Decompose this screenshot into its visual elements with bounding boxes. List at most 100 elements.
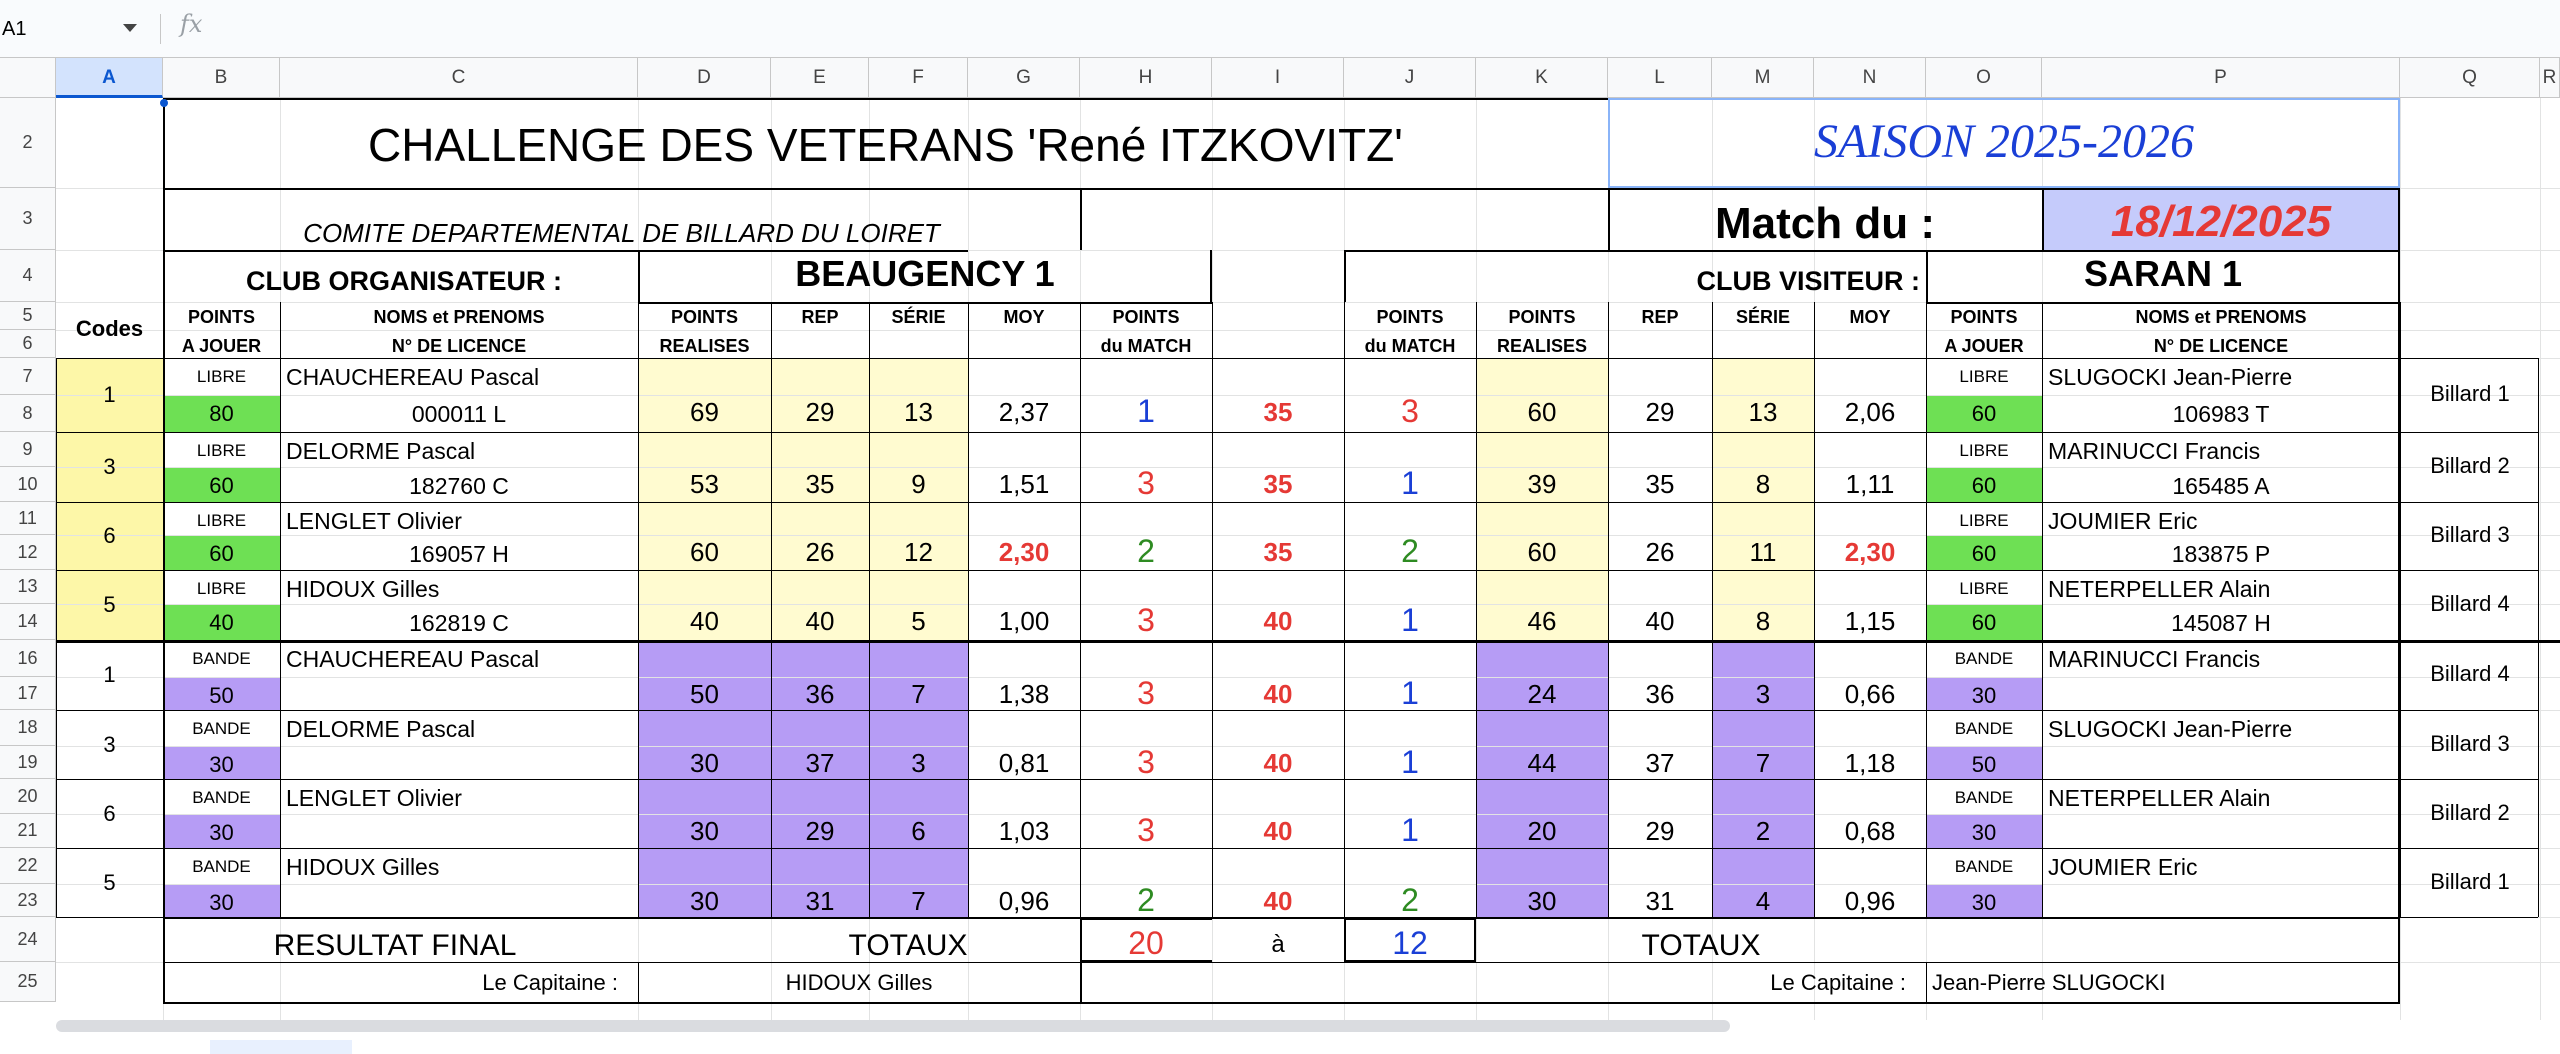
selection-handle[interactable]	[160, 99, 168, 107]
away-points: 20	[1527, 816, 1557, 846]
column-header-m[interactable]: M	[1712, 58, 1814, 98]
home-serie: 7	[911, 886, 926, 916]
cell-fill	[638, 848, 771, 917]
row-header-3[interactable]: 3	[0, 188, 56, 250]
formula-bar-divider	[160, 14, 161, 44]
column-header-g[interactable]: G	[968, 58, 1080, 98]
away-target: 30	[1971, 820, 1997, 845]
column-heading: N° DE LICENCE	[391, 336, 527, 356]
select-all-corner[interactable]	[0, 58, 56, 98]
row-header-24[interactable]: 24	[0, 917, 56, 962]
column-heading: REP	[1641, 307, 1679, 327]
row-header-4[interactable]: 4	[0, 250, 56, 302]
row-header-25[interactable]: 25	[0, 962, 56, 1002]
row-header-17[interactable]: 17	[0, 677, 56, 710]
column-header-r[interactable]: R	[2540, 58, 2560, 98]
away-target: 50	[1971, 752, 1997, 777]
column-heading: SÉRIE	[1735, 307, 1791, 327]
row-header-9[interactable]: 9	[0, 432, 56, 467]
away-rep: 35	[1645, 469, 1675, 499]
home-moy: 2,37	[998, 397, 1050, 427]
column-header-a[interactable]: A	[56, 58, 163, 98]
home-rep: 29	[805, 816, 835, 846]
row-header-12[interactable]: 12	[0, 535, 56, 570]
row-header-22[interactable]: 22	[0, 848, 56, 884]
column-header-h[interactable]: H	[1080, 58, 1212, 98]
row-header-7[interactable]: 7	[0, 358, 56, 395]
column-header-q[interactable]: Q	[2400, 58, 2540, 98]
target-fill	[163, 814, 280, 848]
row-header-13[interactable]: 13	[0, 570, 56, 604]
cell-fill	[1476, 640, 1608, 710]
cell-fill	[1712, 640, 1814, 710]
row-header-18[interactable]: 18	[0, 710, 56, 746]
column-header-o[interactable]: O	[1926, 58, 2042, 98]
away-rep: 36	[1645, 679, 1675, 709]
committee-label: COMITE DEPARTEMENTAL DE BILLARD DU LOIRE…	[303, 218, 940, 248]
mode-label: LIBRE	[1959, 511, 2009, 530]
home-rep: 37	[805, 748, 835, 778]
home-points: 30	[690, 816, 719, 846]
row-header-19[interactable]: 19	[0, 746, 56, 779]
row-header-16[interactable]: 16	[0, 640, 56, 677]
away-licence: 183875 P	[2171, 541, 2271, 567]
column-header-n[interactable]: N	[1814, 58, 1926, 98]
column-header-p[interactable]: P	[2042, 58, 2400, 98]
home-moy: 1,51	[998, 469, 1050, 499]
billard-label: Billard 4	[2430, 591, 2510, 616]
date-fill	[2042, 188, 2400, 250]
row-header-14[interactable]: 14	[0, 604, 56, 640]
row-header-2[interactable]: 2	[0, 98, 56, 188]
column-heading: POINTS	[187, 307, 255, 327]
home-rep: 26	[805, 537, 835, 567]
column-header-e[interactable]: E	[771, 58, 869, 98]
target-fill	[1926, 395, 2042, 432]
mode-label: LIBRE	[196, 511, 247, 530]
away-points: 46	[1527, 606, 1557, 636]
away-rep: 31	[1645, 886, 1675, 916]
away-points: 30	[1527, 886, 1557, 916]
away-match-points: 2	[1401, 533, 1419, 569]
row-header-10[interactable]: 10	[0, 467, 56, 502]
away-player-name: SLUGOCKI Jean-Pierre	[2048, 716, 2293, 742]
mode-label: BANDE	[192, 857, 251, 876]
chevron-down-icon[interactable]	[123, 24, 137, 32]
row-header-21[interactable]: 21	[0, 814, 56, 848]
sheet-tab[interactable]	[210, 1040, 352, 1054]
away-player-name: NETERPELLER Alain	[2048, 785, 2271, 811]
away-player-name: JOUMIER Eric	[2048, 508, 2198, 534]
home-licence: 162819 C	[409, 610, 509, 636]
row-header-20[interactable]: 20	[0, 779, 56, 814]
column-header-j[interactable]: J	[1344, 58, 1476, 98]
row-header-8[interactable]: 8	[0, 395, 56, 432]
row-header-5[interactable]: 5	[0, 302, 56, 330]
reprises-limit: 40	[1263, 816, 1293, 846]
row-header-23[interactable]: 23	[0, 884, 56, 917]
column-heading: REP	[801, 307, 839, 327]
row-header-6[interactable]: 6	[0, 330, 56, 358]
home-target: 30	[209, 752, 234, 777]
cell-fill	[771, 848, 869, 917]
reprises-limit: 35	[1263, 537, 1293, 567]
home-moy: 2,30	[998, 537, 1050, 567]
row-header-11[interactable]: 11	[0, 502, 56, 535]
column-header-k[interactable]: K	[1476, 58, 1608, 98]
column-header-c[interactable]: C	[280, 58, 638, 98]
cell-fill	[869, 502, 968, 570]
home-serie: 7	[911, 679, 926, 709]
target-fill	[163, 604, 280, 640]
horizontal-scrollbar[interactable]	[56, 1020, 1730, 1032]
home-rep: 35	[805, 469, 835, 499]
column-header-i[interactable]: I	[1212, 58, 1344, 98]
target-fill	[1926, 814, 2042, 848]
name-box[interactable]: A1	[2, 18, 27, 40]
column-heading: A JOUER	[1944, 336, 2024, 356]
column-heading: POINTS	[670, 307, 738, 327]
home-player-name: CHAUCHEREAU Pascal	[286, 364, 540, 390]
away-licence: 145087 H	[2171, 610, 2271, 636]
cell-fill	[638, 779, 771, 848]
column-header-l[interactable]: L	[1608, 58, 1712, 98]
column-header-b[interactable]: B	[163, 58, 280, 98]
column-header-d[interactable]: D	[638, 58, 771, 98]
column-header-f[interactable]: F	[869, 58, 968, 98]
